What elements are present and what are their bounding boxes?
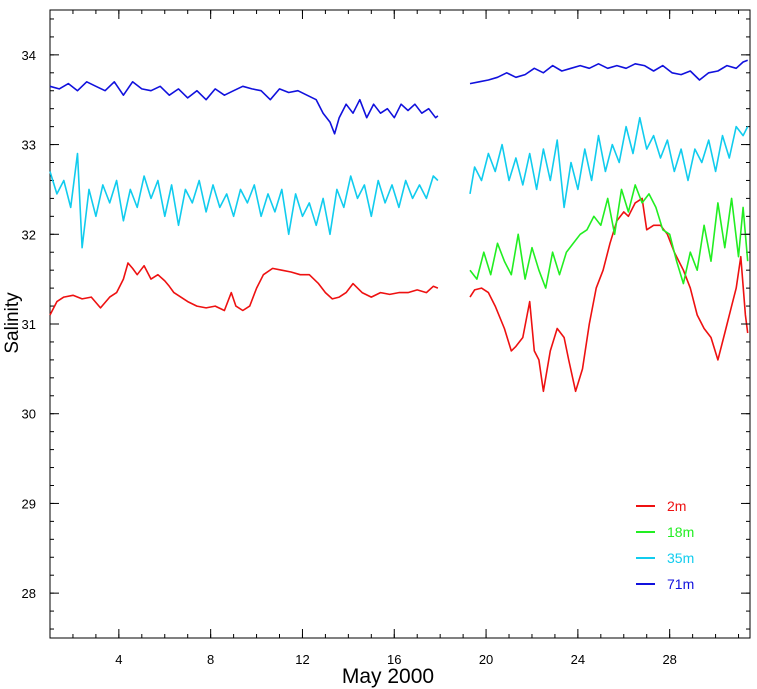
legend-label-18m: 18m: [667, 524, 694, 540]
y-tick-label: 31: [22, 317, 36, 332]
x-tick-label: 20: [479, 652, 493, 667]
x-tick-label: 12: [295, 652, 309, 667]
y-tick-label: 30: [22, 407, 36, 422]
series-line-18m: [469, 184, 749, 289]
y-tick-label: 34: [22, 48, 36, 63]
y-tick-label: 28: [22, 586, 36, 601]
legend: 2m 18m 35m 71m: [636, 498, 694, 592]
series-lines: [49, 59, 749, 393]
y-axis-title: Salinity: [2, 292, 23, 354]
x-tick-label: 24: [571, 652, 585, 667]
series-line-71m: [49, 59, 748, 135]
series-line-35m: [49, 116, 749, 249]
series-line-2m: [49, 197, 749, 393]
x-tick-label: 4: [115, 652, 122, 667]
x-tick-label: 28: [662, 652, 676, 667]
plot-frame: [49, 9, 751, 639]
legend-label-35m: 35m: [667, 550, 694, 566]
x-axis-title: May 2000: [342, 665, 434, 688]
y-tick-label: 29: [22, 496, 36, 511]
x-axis-ticks: 4 8 12 16 20 24 28: [115, 10, 677, 667]
legend-label-2m: 2m: [667, 498, 686, 514]
x-tick-label: 16: [387, 652, 401, 667]
y-tick-label: 32: [22, 227, 36, 242]
x-tick-label: 8: [207, 652, 214, 667]
y-axis-ticks: 28 29 30 31 32 33 34: [22, 48, 750, 601]
plot-border: [49, 9, 751, 639]
legend-label-71m: 71m: [667, 576, 694, 592]
y-tick-label: 33: [22, 138, 36, 153]
